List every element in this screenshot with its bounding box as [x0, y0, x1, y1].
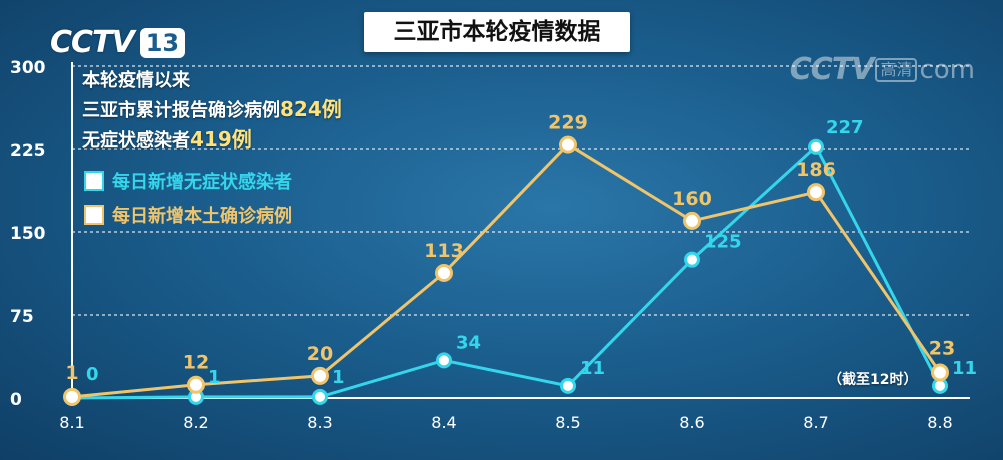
cctv13-logo: CCTV 13 [50, 25, 186, 60]
watermark-com: com [919, 54, 975, 85]
x-tick-label: 8.8 [927, 413, 952, 432]
stats-confirmed-value: 824例 [280, 97, 342, 121]
data-label-confirmed: 20 [307, 343, 333, 365]
data-label-asymptomatic: 1 [332, 367, 345, 388]
series-line-confirmed [71, 142, 942, 399]
x-tick-label: 8.1 [59, 413, 84, 432]
stats-asymptomatic-value: 419例 [190, 127, 252, 151]
data-label-confirmed: 113 [424, 240, 464, 262]
chart-title: 三亚市本轮疫情数据 [364, 12, 630, 52]
data-label-asymptomatic: 227 [826, 117, 864, 138]
y-tick-label: 150 [10, 224, 46, 244]
y-tick-label: 225 [10, 141, 46, 161]
point-asymptomatic [436, 352, 452, 369]
cctv-logo-mark: CCTV [50, 25, 135, 60]
legend-swatch-confirmed [84, 205, 104, 225]
point-confirmed [807, 183, 825, 202]
chart-legend: 每日新增无症状感染者 每日新增本土确诊病例 [84, 166, 292, 234]
data-label-asymptomatic: 125 [704, 232, 742, 253]
point-asymptomatic [312, 388, 328, 405]
stats-heading: 本轮疫情以来 [82, 70, 190, 91]
point-asymptomatic [808, 138, 824, 155]
data-label-confirmed: 186 [796, 159, 836, 181]
y-tick-label: 0 [10, 390, 22, 410]
data-label-confirmed: 12 [183, 352, 209, 374]
legend-label-asymptomatic: 每日新增无症状感染者 [112, 172, 292, 193]
point-asymptomatic [684, 251, 700, 268]
x-tick-label: 8.6 [679, 413, 704, 432]
stats-confirmed-label: 三亚市累计报告确诊病例 [82, 100, 280, 121]
summary-stats: 本轮疫情以来 三亚市累计报告确诊病例824例 无症状感染者419例 [82, 66, 342, 155]
point-confirmed [683, 211, 701, 230]
stats-asymptomatic-total: 无症状感染者419例 [82, 125, 342, 155]
data-label-confirmed: 160 [672, 188, 712, 210]
watermark-mark: CCTV [789, 52, 875, 87]
data-label-confirmed: 229 [548, 112, 588, 134]
x-tick-label: 8.5 [555, 413, 580, 432]
legend-item-asymptomatic: 每日新增无症状感染者 [84, 166, 292, 196]
series-line-asymptomatic [71, 144, 942, 400]
legend-label-confirmed: 每日新增本土确诊病例 [112, 206, 292, 227]
y-tick-label: 75 [10, 307, 34, 327]
point-confirmed [311, 366, 329, 385]
cctv-com-watermark: CCTV 高清 com [790, 52, 975, 87]
legend-swatch-asymptomatic [84, 171, 104, 191]
x-tick-label: 8.7 [803, 413, 828, 432]
data-label-confirmed: 23 [929, 338, 955, 360]
x-tick-label: 8.2 [183, 413, 208, 432]
point-confirmed [187, 375, 205, 394]
point-confirmed [931, 363, 949, 382]
stats-asymptomatic-label: 无症状感染者 [82, 130, 190, 151]
y-tick-label: 300 [10, 58, 46, 78]
point-confirmed [559, 135, 577, 154]
channel-number-badge: 13 [139, 28, 186, 58]
data-label-asymptomatic: 1 [208, 367, 221, 388]
series-layer [63, 135, 949, 406]
point-asymptomatic [560, 377, 576, 394]
data-label-asymptomatic: 11 [580, 358, 605, 379]
x-tick-label: 8.3 [307, 413, 332, 432]
watermark-hd-badge: 高清 [875, 57, 918, 82]
data-label-asymptomatic: 0 [86, 364, 99, 385]
legend-item-confirmed: 每日新增本土确诊病例 [84, 200, 292, 230]
data-label-confirmed: 1 [65, 362, 78, 384]
data-label-asymptomatic: 11 [952, 358, 977, 379]
cutoff-note: （截至12时） [828, 372, 918, 388]
stats-confirmed-total: 三亚市累计报告确诊病例824例 [82, 95, 342, 125]
point-confirmed [435, 263, 453, 282]
point-confirmed [63, 387, 81, 406]
data-label-asymptomatic: 34 [456, 332, 481, 353]
x-tick-label: 8.4 [431, 413, 456, 432]
